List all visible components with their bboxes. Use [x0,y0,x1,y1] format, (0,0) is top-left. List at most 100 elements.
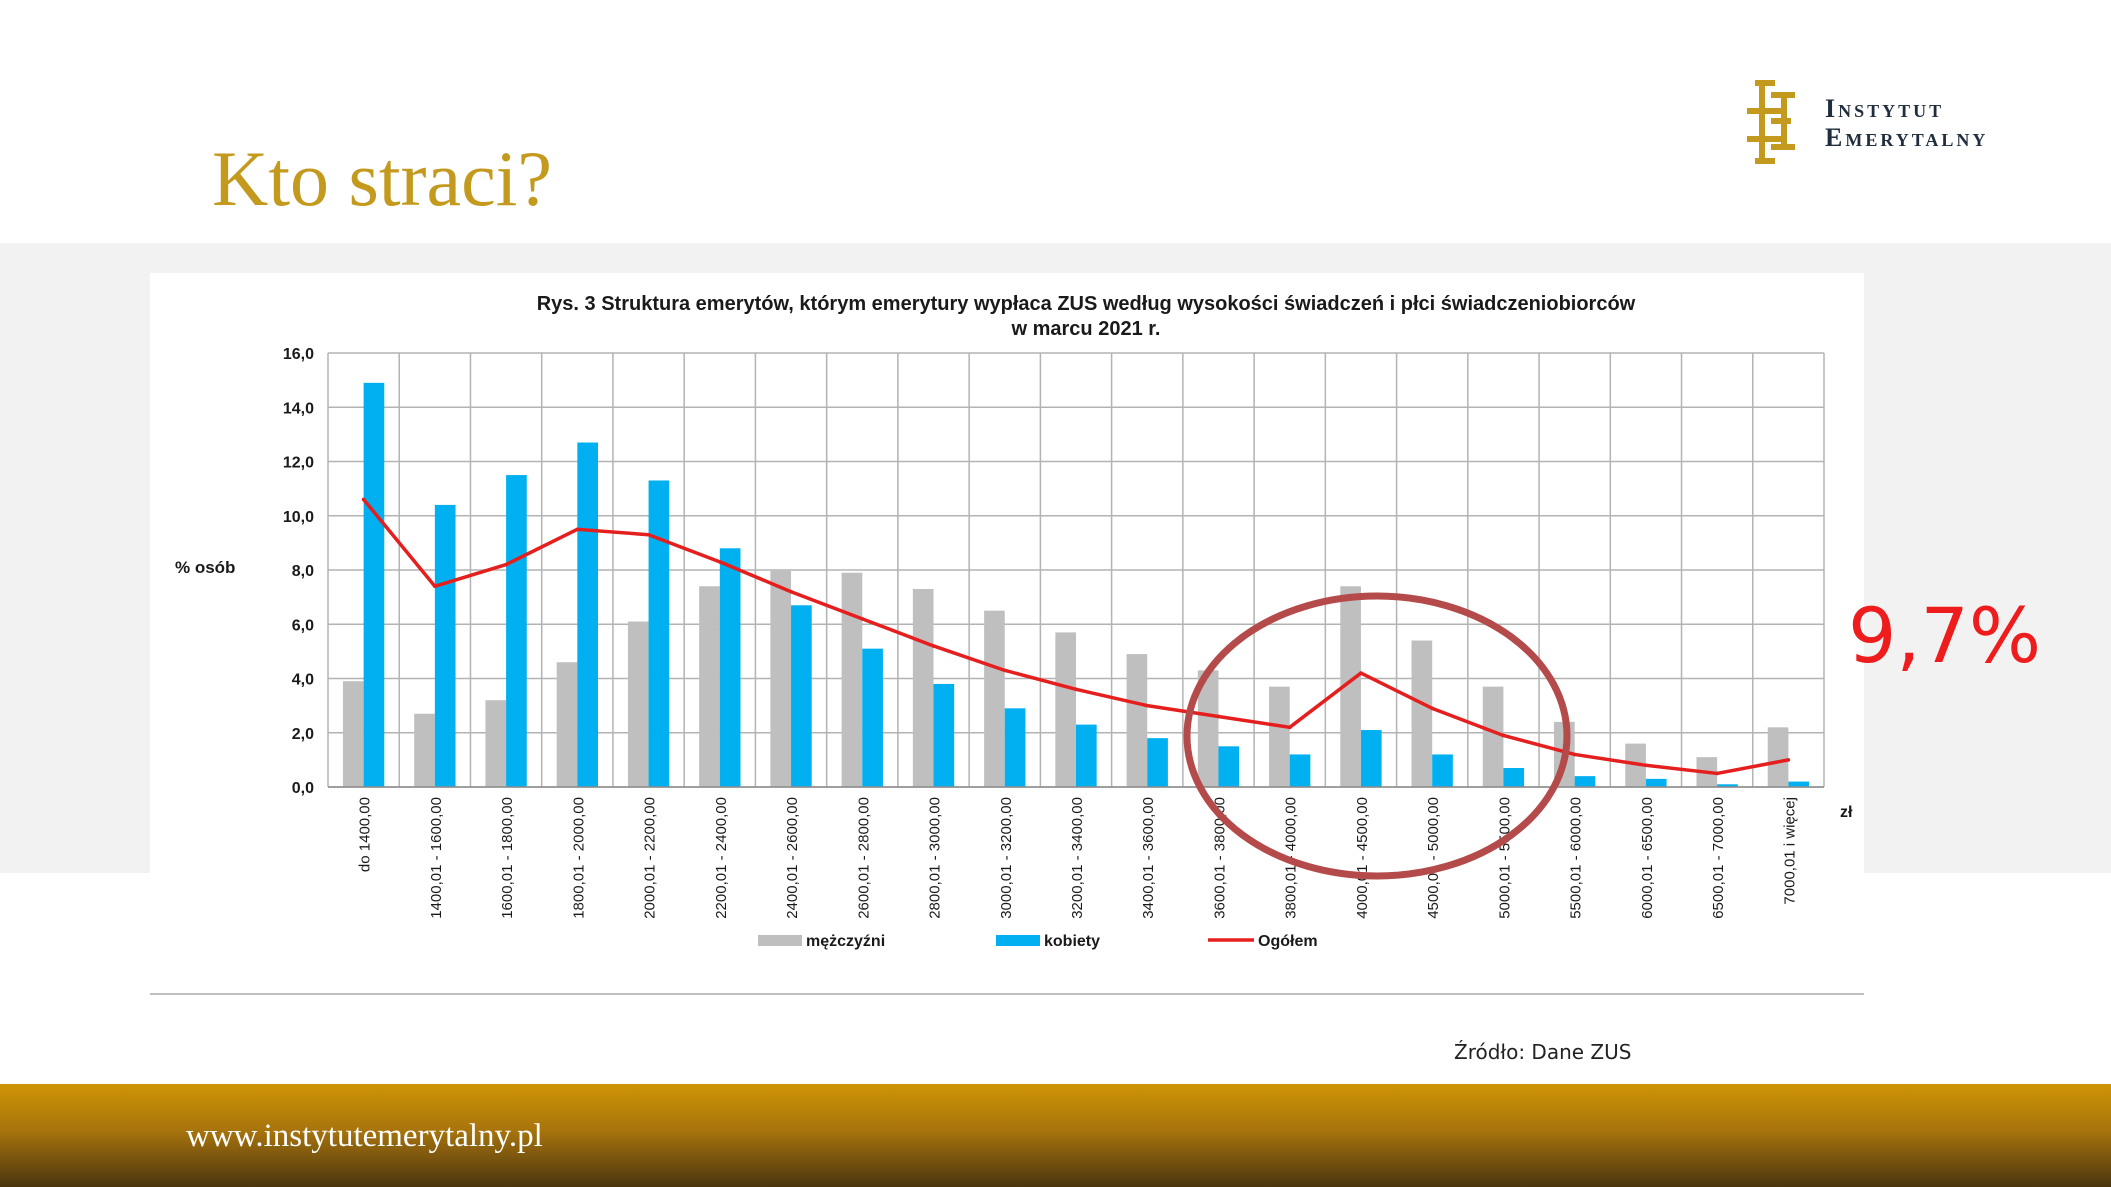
bar-women [933,683,955,787]
y-tick-label: 6,0 [292,617,314,634]
line-total-point [931,644,936,648]
bar-men [1767,727,1789,787]
bar-women [1289,754,1311,787]
bar-women [1360,730,1382,787]
bar-women [1788,781,1810,787]
bar-women [1574,776,1596,787]
bar-women [1503,768,1525,787]
bar-women [434,504,456,787]
bar-women [1004,708,1026,787]
line-total-point [1002,668,1007,673]
logo-line-1: Instytut [1825,94,1945,123]
highlight-ellipse [1183,592,1571,880]
line-total-point [789,589,793,594]
x-tick-label: 6000,01 - 6500,00 [1639,797,1656,919]
bar-men [1055,632,1076,787]
x-tick-label: 4500,01 - 5000,00 [1425,797,1442,919]
x-tick-label: 5500,01 - 6000,00 [1568,797,1585,919]
y-tick-label: 10,0 [283,509,314,526]
x-tick-label: 6500,01 - 7000,00 [1710,797,1727,919]
y-tick-label: 14,0 [283,400,314,417]
line-total-point [1644,763,1648,768]
bar-women [719,548,741,787]
y-tick-label: 8,0 [292,563,314,580]
legend-label: kobiety [1044,933,1100,950]
bar-women [577,442,598,787]
bar-men [1411,640,1433,787]
source-note: Źródło: Dane ZUS [1454,1040,1632,1064]
line-total-point [646,532,651,537]
x-tick-label: 1800,01 - 2000,00 [570,797,587,919]
institute-logo-icon [1747,80,1795,164]
bar-women [363,382,385,787]
bar-men [414,713,435,787]
bar-men [1482,686,1504,787]
line-total-point [504,562,508,567]
bar-men [485,700,507,787]
x-tick-label: do 1400,00 [357,797,374,872]
highlight-value: 9,7% [1848,591,2042,680]
slide-title: Kto straci? [212,135,553,222]
bar-men [984,610,1005,787]
y-tick-label: 2,0 [292,726,314,743]
line-total-point [361,497,366,502]
bar-women [1432,754,1453,787]
bar-women [1645,778,1667,787]
bar-men [770,570,792,787]
y-tick-label: 0,0 [292,780,314,797]
line-total-point [860,617,865,621]
bar-men [841,572,863,787]
x-tick-label: 1400,01 - 1600,00 [428,797,445,919]
x-tick-label: 2000,01 - 2200,00 [642,797,659,919]
footer-url: www.instytutemerytalny.pl [186,1118,543,1154]
x-tick-label: 1600,01 - 1800,00 [499,797,516,919]
legend-label: Ogółem [1258,933,1318,950]
bar-men [627,621,649,787]
bar-women [506,475,527,787]
x-tick-label: 3400,01 - 3600,00 [1140,797,1157,919]
chart-panel-divider [150,993,1864,995]
x-tick-label: 3600,01 - 3800,00 [1211,797,1228,919]
x-tick-label: 3000,01 - 3200,00 [998,797,1015,919]
line-total-point [1359,671,1363,675]
line-total-point [1786,758,1791,762]
bar-men [342,681,364,787]
bar-men [912,588,934,787]
line-total-point [1572,752,1577,757]
legend-label: mężczyźni [806,933,885,950]
bar-men [1197,670,1219,787]
footer-bar [0,1084,2111,1187]
y-axis-label: % osób [175,558,235,577]
x-tick-label: 3200,01 - 3400,00 [1069,797,1086,919]
y-tick-label: 12,0 [283,455,314,472]
x-tick-label: 5000,01 - 5500,00 [1496,797,1513,919]
line-total-point [575,527,580,532]
bar-men [556,662,578,787]
logo-line-2: Emerytalny [1825,123,1989,152]
y-tick-label: 4,0 [292,672,314,689]
bar-men [699,586,720,787]
bar-women [791,605,812,787]
x-tick-label: 2200,01 - 2400,00 [713,797,730,919]
line-total-point [1145,703,1150,708]
chart-subtitle: w marcu 2021 r. [1011,318,1161,340]
x-tick-label: 2600,01 - 2800,00 [855,797,872,919]
bar-women [1076,724,1097,787]
legend-swatch-women [996,935,1040,946]
line-total-point [1715,771,1719,776]
chart-title: Rys. 3 Struktura emerytów, którym emeryt… [537,293,1636,315]
bar-women [1218,746,1240,787]
x-tick-label: 2400,01 - 2600,00 [784,797,801,919]
line-total-point [1074,687,1078,692]
institute-logo-text: Instytut Emerytalny [1825,94,1988,152]
bar-women [648,480,670,787]
line-total-point [1216,714,1221,719]
line-total-point [1287,725,1292,730]
x-tick-label: 4000,01 - 4500,00 [1354,797,1371,919]
bar-men [1269,686,1290,787]
bar-women [1717,784,1738,787]
chart: Rys. 3 Struktura emerytów, którym emeryt… [175,293,1853,950]
line-total-point [718,560,722,564]
y-tick-label: 16,0 [283,346,314,363]
x-unit-label: zł [1840,804,1853,821]
